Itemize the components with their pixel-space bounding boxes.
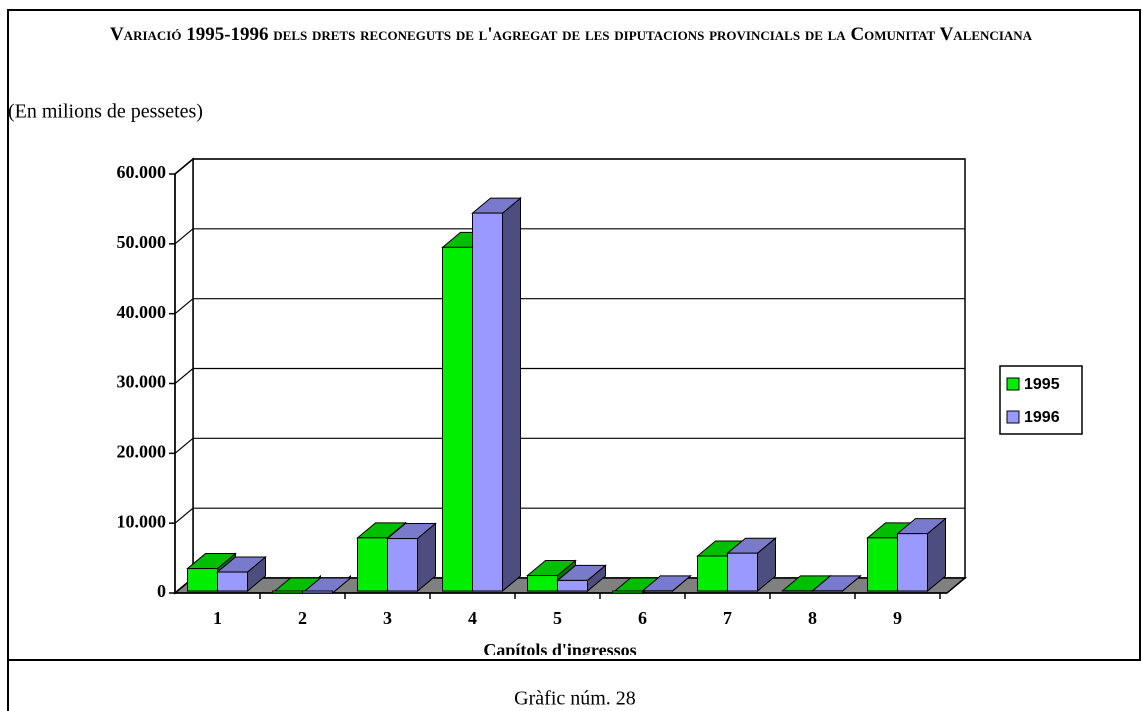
bar-group — [726, 537, 777, 593]
x-tick-label: 1 — [213, 608, 222, 628]
bar-group — [896, 517, 947, 593]
grid-line — [174, 158, 965, 175]
bar — [897, 533, 928, 592]
y-tick-label: 60.000 — [117, 162, 167, 182]
bar-group — [641, 574, 692, 593]
bar-group — [471, 197, 522, 593]
bar — [472, 212, 503, 592]
bar — [867, 537, 898, 592]
y-tick-label: 30.000 — [117, 372, 167, 392]
x-tick-label: 2 — [298, 608, 307, 628]
chart-title: Variació 1995-1996 dels drets reconeguts… — [109, 24, 1033, 45]
bar-side — [502, 197, 521, 593]
title-box: Variació 1995-1996 dels drets reconeguts… — [109, 24, 1033, 45]
legend-swatch — [1006, 377, 1020, 391]
caption: Gràfic núm. 28 — [514, 688, 636, 710]
y-tick-label: 10.000 — [117, 511, 167, 531]
x-tick-label: 5 — [553, 608, 562, 628]
y-tick-label: 20.000 — [117, 441, 167, 461]
bar — [387, 538, 418, 592]
y-tick-label: 40.000 — [117, 302, 167, 322]
bar — [357, 537, 388, 592]
bar-group — [301, 574, 352, 595]
grid-line — [174, 298, 965, 315]
bar — [302, 590, 333, 594]
y-tick-label: 0 — [157, 581, 166, 601]
bar-group — [216, 555, 267, 593]
bar — [697, 555, 728, 592]
x-tick-label: 3 — [383, 608, 392, 628]
x-axis-label: Capítols d'ingressos — [483, 640, 636, 660]
bar — [217, 571, 248, 592]
bar — [272, 590, 303, 594]
bar — [187, 568, 218, 592]
x-tick-label: 7 — [723, 608, 732, 628]
legend-label: 1995 — [1024, 376, 1060, 393]
x-tick-label: 8 — [808, 608, 817, 628]
bar-group — [556, 564, 607, 593]
bar-group — [386, 522, 437, 593]
grid-line — [174, 437, 965, 454]
bar — [727, 552, 758, 592]
legend-label: 1996 — [1024, 409, 1060, 426]
bar — [527, 575, 558, 592]
subtitle: (En milions de pessetes) — [8, 101, 203, 123]
x-tick-label: 6 — [638, 608, 647, 628]
bar — [557, 579, 588, 592]
frame — [7, 9, 1141, 661]
grid-line — [174, 507, 965, 524]
bar-group — [811, 574, 862, 593]
bar — [612, 590, 643, 594]
grid-line — [174, 367, 965, 384]
legend-swatch — [1006, 410, 1020, 424]
x-tick-label: 4 — [468, 608, 477, 628]
grid-line — [174, 228, 965, 245]
bar — [442, 246, 473, 592]
x-tick-label: 9 — [893, 608, 902, 628]
y-tick-label: 50.000 — [117, 232, 167, 252]
